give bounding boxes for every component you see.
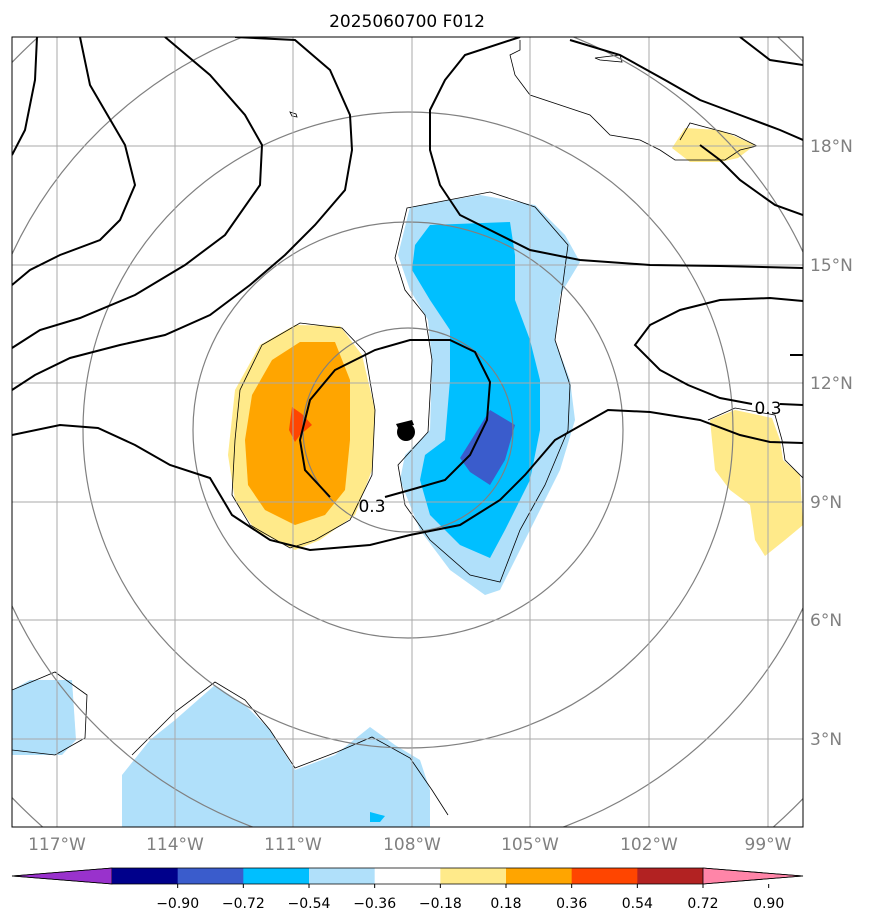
colorbar-cell	[637, 868, 704, 884]
colorbar-cell	[243, 868, 310, 884]
colorbar-tick-label: 0.18	[490, 896, 521, 912]
colorbar-cell	[440, 868, 507, 884]
lon-label: 102°W	[620, 835, 678, 855]
positive-region-east	[710, 410, 803, 556]
colorbar-cell	[309, 868, 376, 884]
lon-label: 117°W	[28, 835, 86, 855]
colorbar-tick-label: −0.54	[288, 896, 331, 912]
lon-label: 108°W	[383, 835, 441, 855]
lat-label: 9°N	[810, 493, 842, 513]
colorbar: −0.90 −0.72 −0.54 −0.36 −0.18 0.18 0.36 0.54 0.7…	[11, 867, 804, 912]
thick-contours	[12, 37, 803, 552]
colorbar-tick-label: −0.90	[156, 896, 199, 912]
lat-label: 15°N	[810, 256, 853, 276]
colorbar-cell	[374, 868, 441, 884]
lon-label: 111°W	[264, 835, 322, 855]
colorbar-tick-label: 0.90	[753, 896, 784, 912]
map-frame	[11, 36, 804, 828]
contour-label-inner: 0.3	[358, 497, 385, 517]
colorbar-cell	[177, 868, 244, 884]
negative-region-south-dot	[370, 812, 385, 822]
lat-label: 3°N	[810, 730, 842, 750]
negative-region-strong	[460, 410, 515, 485]
colorbar-ticks: −0.90 −0.72 −0.54 −0.36 −0.18 0.18 0.36 0.54 0.7…	[156, 884, 784, 912]
colorbar-outline	[11, 867, 804, 885]
colorbar-tick-label: −0.72	[222, 896, 265, 912]
lat-label: 6°N	[810, 611, 842, 631]
colorbar-extend-high	[702, 867, 804, 885]
colorbar-tick-label: 0.36	[556, 896, 587, 912]
colorbar-tick-label: 0.72	[687, 896, 718, 912]
negative-region-sw	[12, 680, 76, 755]
lon-label: 99°W	[745, 835, 792, 855]
longitude-labels: 117°W 114°W 111°W 108°W 105°W 102°W 99°W	[28, 835, 792, 855]
lat-label: 12°N	[810, 374, 853, 394]
contour-label-east: 0.3	[754, 399, 781, 419]
colorbar-cell	[112, 868, 179, 884]
colorbar-extend-low	[11, 867, 113, 885]
lat-label: 18°N	[810, 137, 853, 157]
lon-label: 114°W	[146, 835, 204, 855]
colorbar-tick-label: 0.54	[622, 896, 653, 912]
lon-label: 105°W	[501, 835, 559, 855]
storm-center-icon	[396, 420, 415, 441]
colorbar-cell	[571, 868, 638, 884]
latitude-labels: 18°N 15°N 12°N 9°N 6°N 3°N	[810, 137, 853, 750]
colorbar-tick-label: −0.18	[419, 896, 462, 912]
negative-region-south	[122, 685, 430, 827]
colorbar-cell	[506, 868, 573, 884]
positive-region-strong	[289, 407, 312, 442]
figure-title: 2025060700 F012	[329, 12, 485, 32]
colorbar-tick-label: −0.36	[353, 896, 396, 912]
negative-region-medium	[412, 222, 540, 558]
colorbar-cells	[11, 867, 804, 885]
